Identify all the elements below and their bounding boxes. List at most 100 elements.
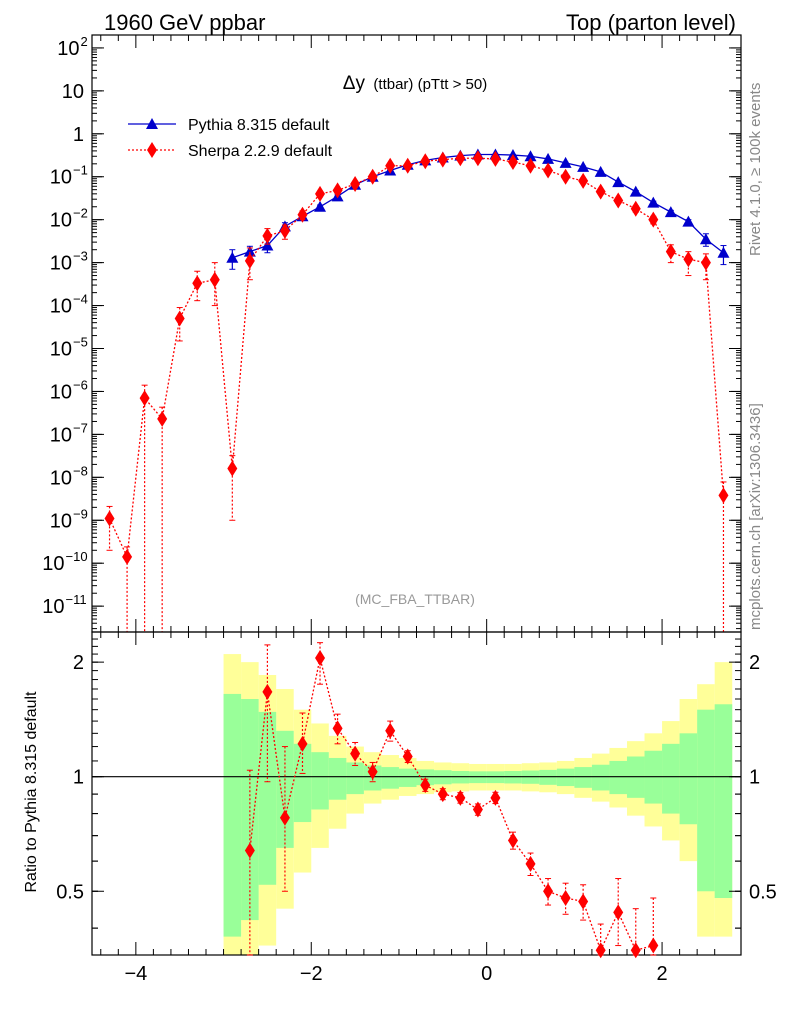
main-y-tick-label: 10 — [50, 467, 72, 489]
main-y-tick-label: 10 — [50, 339, 72, 361]
pythia-point — [682, 215, 695, 227]
ratio-sherpa-point — [543, 883, 554, 900]
main-y-tick-label: 10 — [50, 253, 72, 275]
ratio-sherpa-point — [402, 748, 413, 765]
main-y-tick-exponent: −5 — [73, 335, 88, 350]
sherpa-point — [174, 310, 185, 327]
sherpa-point — [665, 243, 676, 260]
main-y-tick-label: 10 — [50, 381, 72, 403]
main-y-tick-exponent: −2 — [73, 206, 88, 221]
band-green-bin — [591, 764, 610, 791]
pythia-point — [559, 156, 572, 168]
sherpa-point — [385, 157, 396, 174]
main-y-tick-exponent: −7 — [73, 420, 88, 435]
sherpa-point — [402, 157, 413, 174]
pythia-point — [594, 165, 607, 177]
main-y-tick-label: 10 — [42, 596, 64, 618]
ratio-sherpa-point — [279, 809, 290, 826]
ratio-sherpa-series — [244, 642, 659, 959]
side-note-rivet: Rivet 4.1.0, ≥ 100k events — [747, 82, 764, 256]
main-y-tick-exponent: −11 — [66, 592, 87, 607]
pythia-point — [612, 176, 625, 188]
sherpa-point — [139, 390, 150, 407]
sherpa-point — [490, 150, 501, 167]
header-left: 1960 GeV ppbar — [104, 10, 265, 35]
main-y-tick-label: 10 — [42, 553, 64, 575]
sherpa-line — [108, 157, 725, 560]
ratio-sherpa-point — [472, 801, 483, 818]
sherpa-point — [297, 206, 308, 223]
main-y-tick-label: 10 — [50, 296, 72, 318]
ratio-sherpa-point — [490, 789, 501, 806]
sherpa-point — [192, 275, 203, 292]
band-green-bin — [258, 711, 277, 885]
pythia-point — [577, 160, 590, 172]
main-y-tick-label: 10 — [62, 81, 84, 103]
pythia-point — [243, 245, 256, 257]
band-green-bin — [609, 760, 627, 795]
analysis-tag: (MC_FBA_TTBAR) — [355, 591, 475, 607]
sherpa-point — [613, 192, 624, 209]
main-y-tick-exponent: −8 — [73, 463, 88, 478]
pythia-point — [314, 200, 327, 212]
sherpa-point — [157, 410, 168, 427]
legend-marker — [147, 142, 157, 158]
ratio-sherpa-point — [262, 683, 273, 700]
sherpa-point — [420, 153, 431, 170]
sherpa-point — [209, 271, 220, 288]
sherpa-point — [104, 510, 115, 527]
plot-title: Δy (ttbar) (pTtt > 50) — [343, 73, 487, 94]
ratio-sherpa-point — [244, 842, 255, 859]
ratio-sherpa-point — [560, 890, 571, 907]
sherpa-point — [472, 150, 483, 167]
pythia-point — [664, 206, 677, 218]
ratio-sherpa-point — [385, 722, 396, 739]
pythia-point — [647, 196, 660, 208]
sherpa-series — [104, 150, 729, 632]
side-note-mcplots: mcplots.cern.ch [arXiv:1306.3436] — [747, 403, 764, 630]
main-y-tick-label: 10 — [50, 424, 72, 446]
plot-title-sub: (ttbar) (pTtt > 50) — [373, 76, 487, 93]
x-tick-label: −2 — [300, 963, 323, 985]
main-y-tick-exponent: −3 — [73, 249, 88, 264]
sherpa-point — [350, 175, 361, 192]
sherpa-point — [578, 172, 589, 189]
ratio-y-axis-label: Ratio to Pythia 8.315 default — [23, 691, 40, 893]
ratio-sherpa-point — [350, 745, 361, 762]
ratio-sherpa-point — [437, 786, 448, 803]
x-tick-label: 2 — [657, 963, 668, 985]
sherpa-point — [437, 151, 448, 168]
ratio-y-tick-label: 2 — [73, 652, 84, 674]
sherpa-point — [244, 252, 255, 269]
band-green-bin — [539, 769, 557, 785]
band-green-bin — [346, 762, 364, 795]
pythia-point — [629, 185, 642, 197]
sherpa-point — [718, 487, 729, 504]
ratio-sherpa-point — [315, 650, 326, 667]
main-panel: 10 210110−110−210−310−410−510−610−710−810… — [42, 34, 742, 633]
main-y-tick-exponent: −6 — [73, 377, 88, 392]
ratio-sherpa-point — [455, 789, 466, 806]
x-tick-label: −4 — [124, 963, 147, 985]
pythia-point — [699, 233, 712, 245]
sherpa-point — [227, 460, 238, 477]
sherpa-point — [683, 251, 694, 268]
sherpa-point — [700, 254, 711, 271]
band-green-bin — [574, 767, 592, 788]
sherpa-point — [630, 200, 641, 217]
ratio-y-right-tick-label: 2 — [749, 652, 760, 674]
sherpa-point — [455, 150, 466, 167]
ratio-sherpa-point — [578, 893, 589, 910]
legend: Pythia 8.315 default Sherpa 2.2.9 default — [128, 117, 333, 160]
ratio-sherpa-point — [630, 942, 641, 959]
main-y-tick-label: 10 — [50, 210, 72, 232]
sherpa-point — [262, 227, 273, 244]
main-y-tick-exponent: −4 — [73, 292, 88, 307]
pythia-point — [542, 152, 555, 164]
ratio-panel: 2 2 1 1 0.5 0.5 −4 −2 0 2 — [56, 631, 777, 985]
pythia-point — [524, 150, 537, 162]
main-y-tick-exponent: −9 — [73, 506, 88, 521]
ratio-sherpa-point — [613, 904, 624, 921]
ratio-sherpa-point — [332, 720, 343, 737]
